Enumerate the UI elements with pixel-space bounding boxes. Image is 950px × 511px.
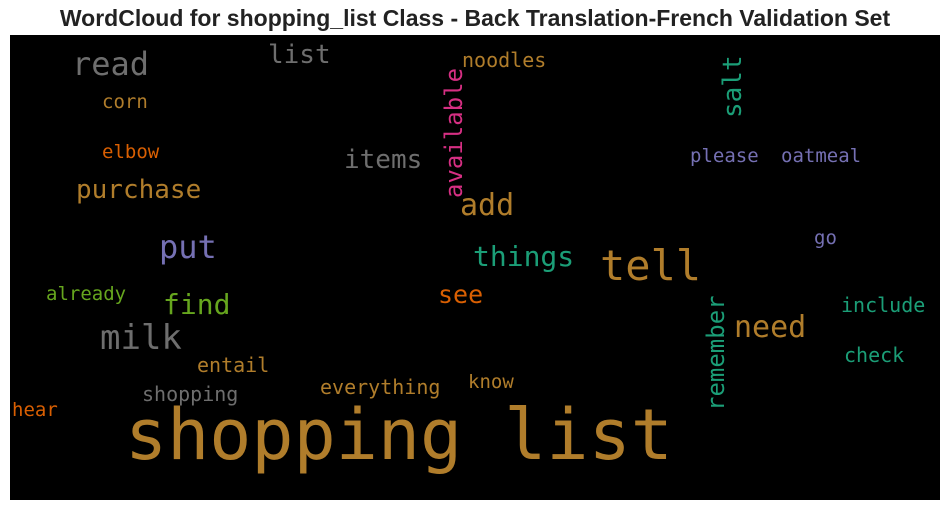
wordcloud-canvas: shopping list tell read list available noodle… [10,35,940,500]
word-know: know [468,371,514,393]
word-salt: salt [718,55,748,118]
word-see: see [438,280,484,309]
word-everything: everything [320,375,441,399]
word-tell: tell [600,241,702,290]
word-read: read [72,45,150,83]
word-go: go [814,227,837,249]
word-corn: corn [102,91,148,113]
word-shopping: shopping [142,382,239,406]
word-already: already [46,283,127,305]
word-list: list [268,40,331,70]
word-need: need [734,310,807,345]
word-available: available [440,67,468,198]
word-noodles: noodles [462,48,547,72]
word-please: please [690,145,759,167]
word-milk: milk [100,318,182,358]
word-shopping-list: shopping list [125,394,673,476]
word-check: check [844,343,905,367]
word-entail: entail [197,353,270,377]
chart-title: WordCloud for shopping_list Class - Back… [59,5,891,31]
word-add: add [460,188,515,223]
word-things: things [473,240,575,273]
word-items: items [344,145,423,175]
word-find: find [163,288,231,321]
word-elbow: elbow [102,141,160,163]
word-remember: remember [702,295,730,411]
word-include: include [841,293,926,317]
word-hear: hear [12,399,58,421]
word-purchase: purchase [76,175,202,205]
word-put: put [159,228,217,266]
word-oatmeal: oatmeal [781,145,862,167]
